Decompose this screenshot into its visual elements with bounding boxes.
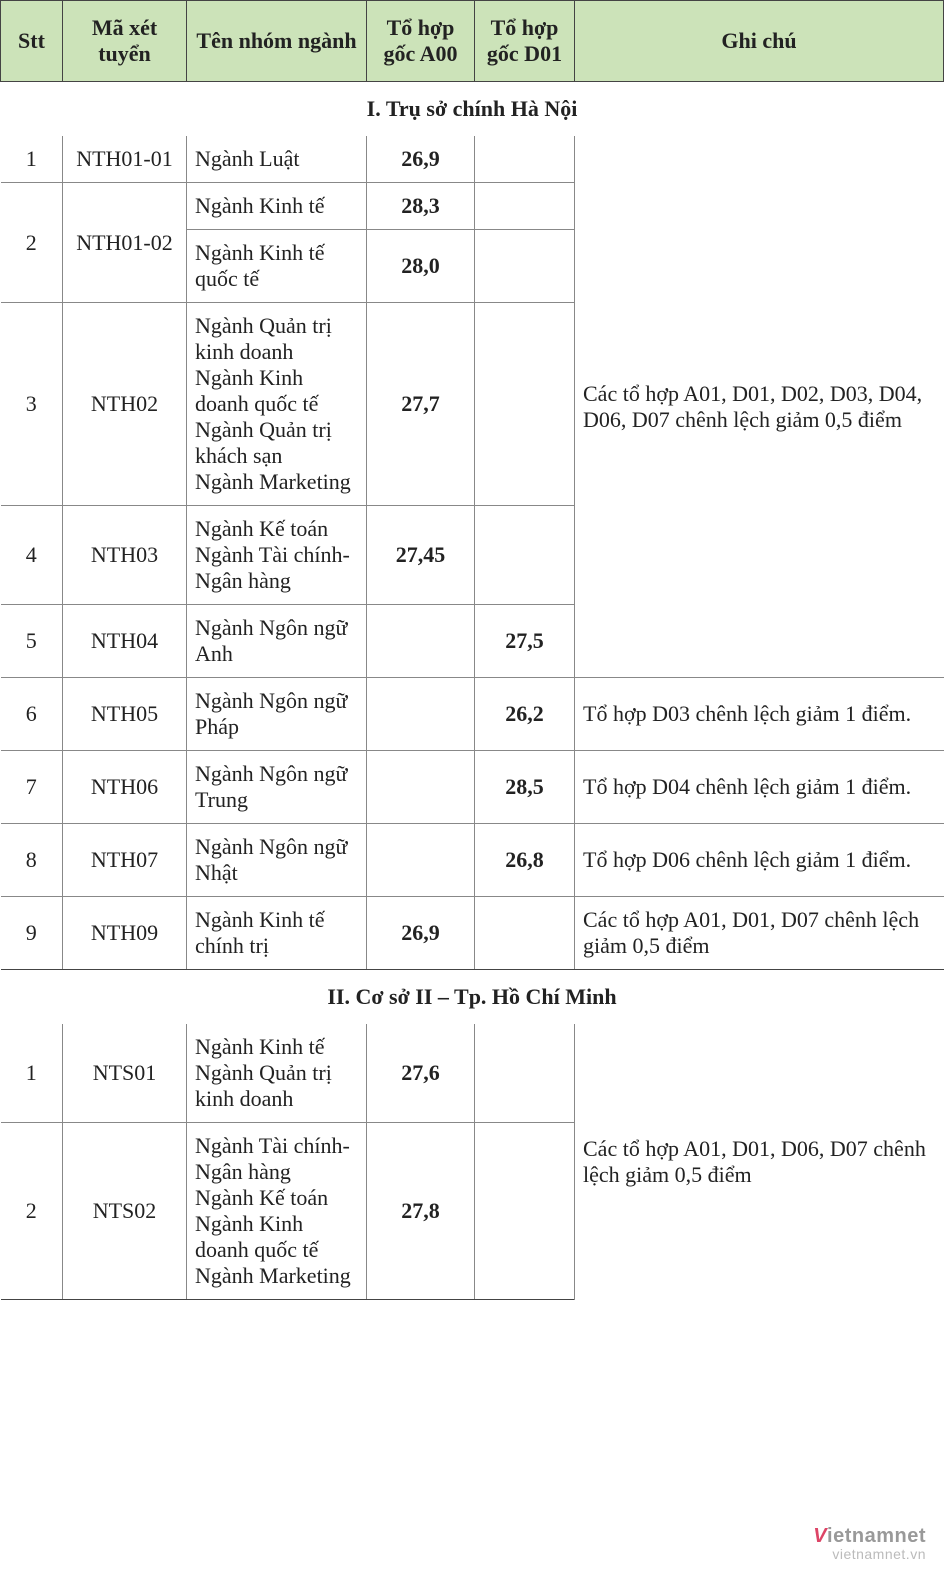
cell-d01 xyxy=(475,1024,575,1123)
cell-name: Ngành Ngôn ngữ Anh xyxy=(187,605,367,678)
cell-a00: 27,8 xyxy=(367,1123,475,1300)
cell-d01 xyxy=(475,506,575,605)
header-code: Mã xét tuyển xyxy=(63,1,187,82)
cell-name: Ngành Kinh tế quốc tế xyxy=(187,230,367,303)
cell-stt: 6 xyxy=(1,678,63,751)
admission-table: Stt Mã xét tuyển Tên nhóm ngành Tổ hợp g… xyxy=(0,0,944,1300)
cell-note: Tổ hợp D03 chênh lệch giảm 1 điểm. xyxy=(575,678,944,751)
cell-a00: 27,6 xyxy=(367,1024,475,1123)
cell-a00: 28,0 xyxy=(367,230,475,303)
cell-note: Tổ hợp D04 chênh lệch giảm 1 điểm. xyxy=(575,751,944,824)
cell-name: Ngành Kinh tế chính trị xyxy=(187,897,367,970)
header-name: Tên nhóm ngành xyxy=(187,1,367,82)
cell-name: Ngành Kế toán Ngành Tài chính- Ngân hàng xyxy=(187,506,367,605)
cell-code: NTH07 xyxy=(63,824,187,897)
cell-name: Ngành Luật xyxy=(187,136,367,183)
cell-a00 xyxy=(367,605,475,678)
cell-a00 xyxy=(367,824,475,897)
table-row: 6NTH05Ngành Ngôn ngữ Pháp 26,2Tổ hợp D03 … xyxy=(1,678,944,751)
header-stt: Stt xyxy=(1,1,63,82)
cell-a00 xyxy=(367,678,475,751)
table-header: Stt Mã xét tuyển Tên nhóm ngành Tổ hợp g… xyxy=(1,1,944,82)
cell-name: Ngành Tài chính-Ngân hàng Ngành Kế toán … xyxy=(187,1123,367,1300)
cell-name: Ngành Ngôn ngữ Nhật xyxy=(187,824,367,897)
cell-code: NTH01-02 xyxy=(63,183,187,303)
header-a00: Tổ hợp gốc A00 xyxy=(367,1,475,82)
watermark-url: vietnamnet.vn xyxy=(813,1547,926,1562)
table-row: 7NTH06Ngành Ngôn ngữ Trung 28,5Tổ hợp D04… xyxy=(1,751,944,824)
cell-d01 xyxy=(475,303,575,506)
cell-name: Ngành Ngôn ngữ Trung xyxy=(187,751,367,824)
cell-name: Ngành Ngôn ngữ Pháp xyxy=(187,678,367,751)
cell-d01: 27,5 xyxy=(475,605,575,678)
section-heading: II. Cơ sở II – Tp. Hồ Chí Minh xyxy=(1,970,944,1025)
watermark: Vietnamnet vietnamnet.vn xyxy=(813,1525,926,1562)
cell-stt: 4 xyxy=(1,506,63,605)
cell-d01 xyxy=(475,230,575,303)
cell-a00: 26,9 xyxy=(367,136,475,183)
cell-stt: 8 xyxy=(1,824,63,897)
cell-d01 xyxy=(475,897,575,970)
cell-stt: 1 xyxy=(1,136,63,183)
cell-code: NTH05 xyxy=(63,678,187,751)
cell-code: NTH03 xyxy=(63,506,187,605)
cell-a00: 26,9 xyxy=(367,897,475,970)
cell-stt: 1 xyxy=(1,1024,63,1123)
cell-code: NTS02 xyxy=(63,1123,187,1300)
cell-note: Tổ hợp D06 chênh lệch giảm 1 điểm. xyxy=(575,824,944,897)
cell-name: Ngành Kinh tế Ngành Quản trị kinh doanh xyxy=(187,1024,367,1123)
cell-name: Ngành Quản trị kinh doanh Ngành Kinh doa… xyxy=(187,303,367,506)
watermark-v: V xyxy=(813,1525,827,1547)
cell-code: NTH02 xyxy=(63,303,187,506)
table-row: 8NTH07Ngành Ngôn ngữ Nhật 26,8Tổ hợp D06 … xyxy=(1,824,944,897)
cell-d01: 26,2 xyxy=(475,678,575,751)
table-row: 9NTH09Ngành Kinh tế chính trị26,9 Các tổ … xyxy=(1,897,944,970)
cell-note: Các tổ hợp A01, D01, D06, D07 chênh lệch… xyxy=(575,1024,944,1300)
cell-a00: 28,3 xyxy=(367,183,475,230)
watermark-rest: ietnamnet xyxy=(827,1525,926,1547)
cell-d01 xyxy=(475,183,575,230)
table-row: 1NTH01-01Ngành Luật26,9Các tổ hợp A01, D… xyxy=(1,136,944,183)
cell-stt: 2 xyxy=(1,1123,63,1300)
cell-note: Các tổ hợp A01, D01, D07 chênh lệch giảm… xyxy=(575,897,944,970)
cell-d01 xyxy=(475,1123,575,1300)
cell-d01 xyxy=(475,136,575,183)
header-note: Ghi chú xyxy=(575,1,944,82)
section-heading-row: I. Trụ sở chính Hà Nội xyxy=(1,82,944,137)
cell-stt: 5 xyxy=(1,605,63,678)
cell-a00: 27,7 xyxy=(367,303,475,506)
cell-code: NTH01-01 xyxy=(63,136,187,183)
table-row: 1NTS01Ngành Kinh tế Ngành Quản trị kinh … xyxy=(1,1024,944,1123)
cell-a00: 27,45 xyxy=(367,506,475,605)
cell-d01: 28,5 xyxy=(475,751,575,824)
cell-stt: 2 xyxy=(1,183,63,303)
cell-stt: 3 xyxy=(1,303,63,506)
cell-stt: 9 xyxy=(1,897,63,970)
table-body: I. Trụ sở chính Hà Nội1NTH01-01Ngành Luậ… xyxy=(1,82,944,1300)
cell-name: Ngành Kinh tế xyxy=(187,183,367,230)
cell-code: NTS01 xyxy=(63,1024,187,1123)
cell-a00 xyxy=(367,751,475,824)
cell-code: NTH04 xyxy=(63,605,187,678)
section-heading: I. Trụ sở chính Hà Nội xyxy=(1,82,944,137)
cell-note: Các tổ hợp A01, D01, D02, D03, D04, D06,… xyxy=(575,136,944,678)
section-heading-row: II. Cơ sở II – Tp. Hồ Chí Minh xyxy=(1,970,944,1025)
cell-code: NTH09 xyxy=(63,897,187,970)
cell-stt: 7 xyxy=(1,751,63,824)
header-d01: Tổ hợp gốc D01 xyxy=(475,1,575,82)
cell-d01: 26,8 xyxy=(475,824,575,897)
cell-code: NTH06 xyxy=(63,751,187,824)
